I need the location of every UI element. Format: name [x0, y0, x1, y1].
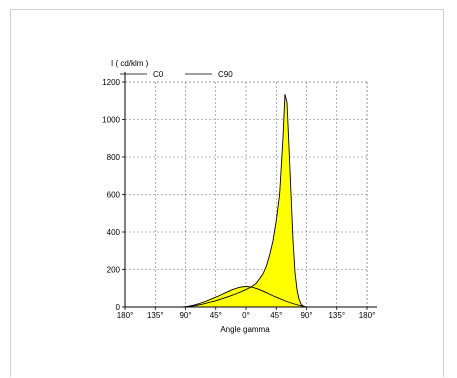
- grid: [125, 81, 368, 307]
- x-tick-label: 45°: [210, 311, 222, 320]
- y-tick-label: 0: [116, 303, 121, 312]
- y-axis-label: I ( cd/klm ): [111, 59, 149, 68]
- x-tick-label: 135°: [147, 311, 164, 320]
- y-tick-label: 400: [107, 228, 121, 237]
- x-tick-label: 180°: [117, 311, 134, 320]
- legend-label-c90: C90: [218, 70, 233, 79]
- y-tick-label: 1200: [102, 78, 120, 87]
- series-lines: [182, 94, 307, 308]
- y-tick-label: 800: [107, 153, 121, 162]
- series-line-c90: [185, 285, 307, 308]
- chart-panel: 0 200 400 600 800 1000 1200 180° 135° 90° 45° 0° 45…: [10, 9, 444, 377]
- series-fill-c90: [185, 286, 307, 307]
- x-tick-label: 90°: [300, 311, 312, 320]
- legend: C0 C90: [120, 70, 233, 79]
- intensity-chart: 0 200 400 600 800 1000 1200 180° 135° 90° 45° 0° 45…: [102, 59, 377, 334]
- x-tick-label: 0°: [242, 311, 250, 320]
- x-tick-label: 90°: [179, 311, 191, 320]
- y-tick-label: 600: [107, 191, 121, 200]
- y-tick-label: 1000: [102, 116, 120, 125]
- x-axis-label: Angle gamma: [220, 325, 270, 334]
- series-line-c0: [182, 94, 306, 308]
- series-fill-c0: [182, 94, 306, 307]
- y-tick-labels: 0 200 400 600 800 1000 1200: [102, 78, 125, 312]
- y-tick-label: 200: [107, 266, 121, 275]
- x-tick-labels: 180° 135° 90° 45° 0° 45° 90° 135° 180°: [117, 307, 376, 320]
- axes: [124, 72, 377, 308]
- fill-layer: [182, 94, 307, 307]
- x-tick-label: 135°: [328, 311, 345, 320]
- legend-label-c0: C0: [153, 70, 164, 79]
- x-tick-label: 45°: [270, 311, 282, 320]
- x-tick-label: 180°: [359, 311, 376, 320]
